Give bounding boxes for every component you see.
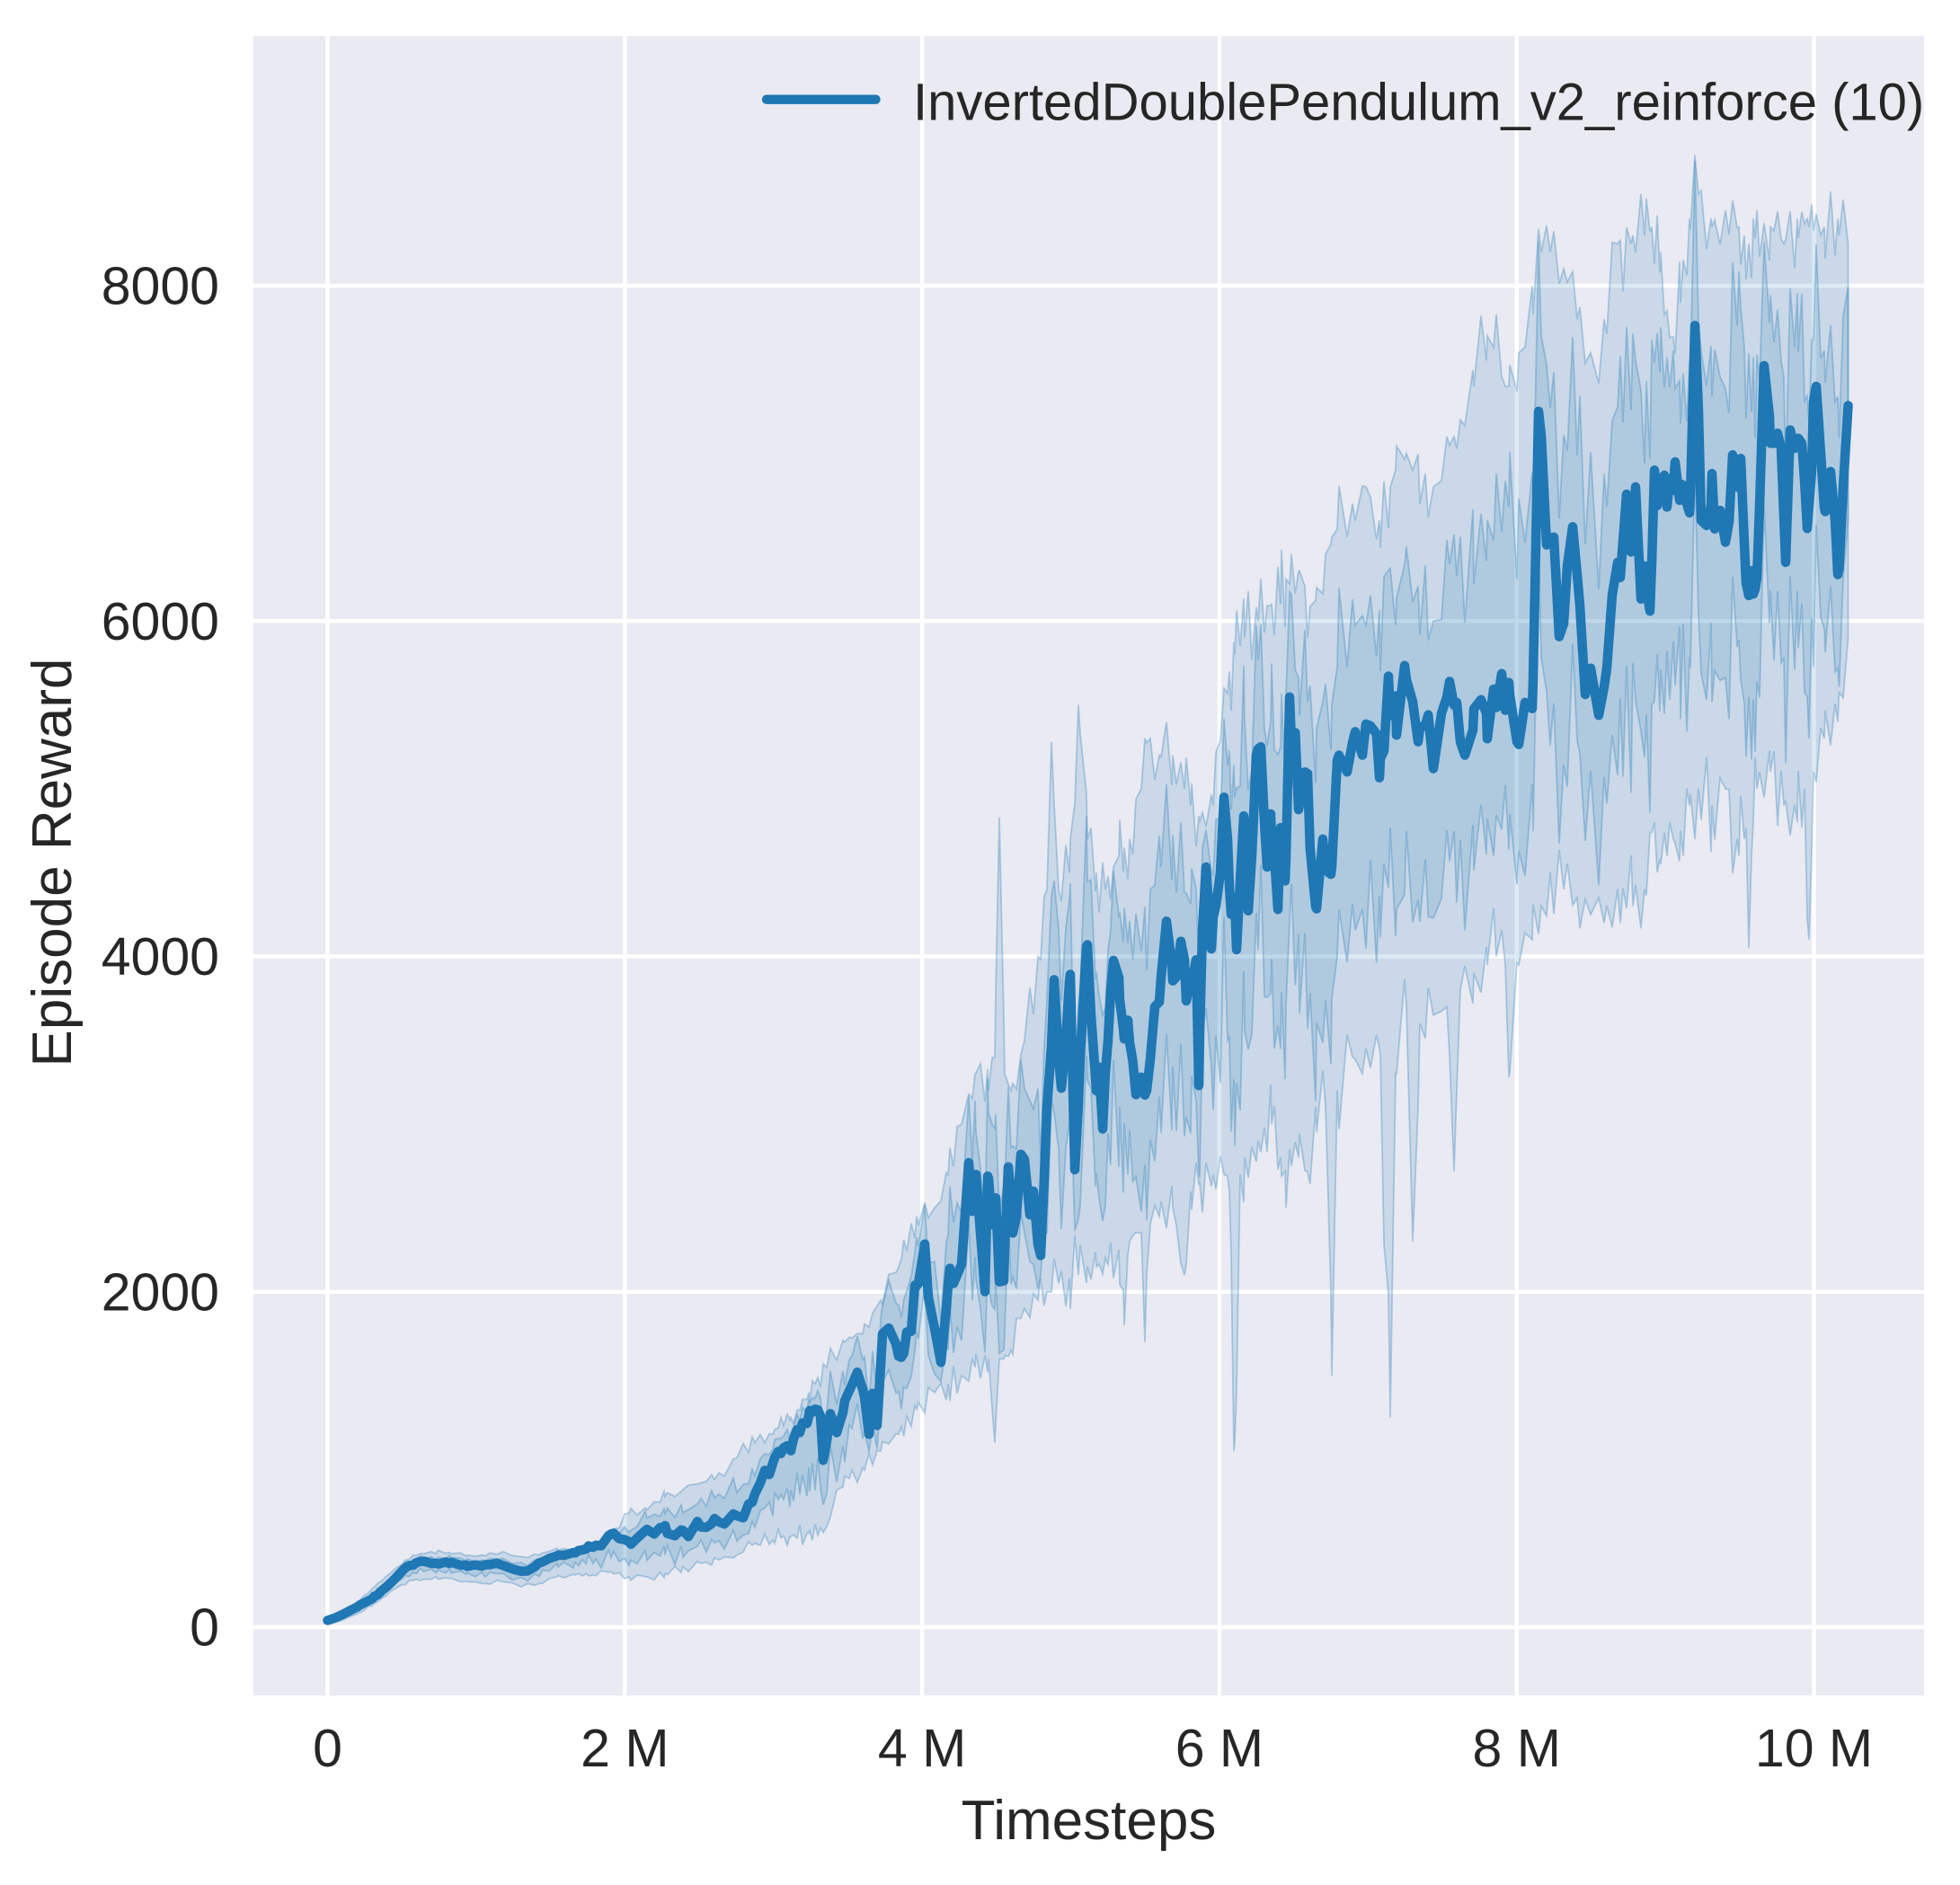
svg-text:Episode Reward: Episode Reward	[22, 659, 84, 1067]
svg-text:InvertedDoublePendulum_v2_rein: InvertedDoublePendulum_v2_reinforce (10)	[913, 74, 1924, 132]
svg-text:4 M: 4 M	[878, 1719, 966, 1778]
svg-text:0: 0	[313, 1719, 342, 1778]
svg-text:Timesteps: Timesteps	[962, 1790, 1217, 1852]
svg-text:6000: 6000	[102, 592, 219, 651]
svg-text:2 M: 2 M	[581, 1719, 669, 1778]
svg-text:4000: 4000	[102, 927, 219, 987]
svg-text:0: 0	[190, 1598, 219, 1658]
svg-text:2000: 2000	[102, 1262, 219, 1322]
svg-text:10 M: 10 M	[1755, 1719, 1873, 1778]
svg-text:8 M: 8 M	[1473, 1719, 1561, 1778]
svg-text:6 M: 6 M	[1175, 1719, 1264, 1778]
svg-text:8000: 8000	[102, 257, 219, 316]
